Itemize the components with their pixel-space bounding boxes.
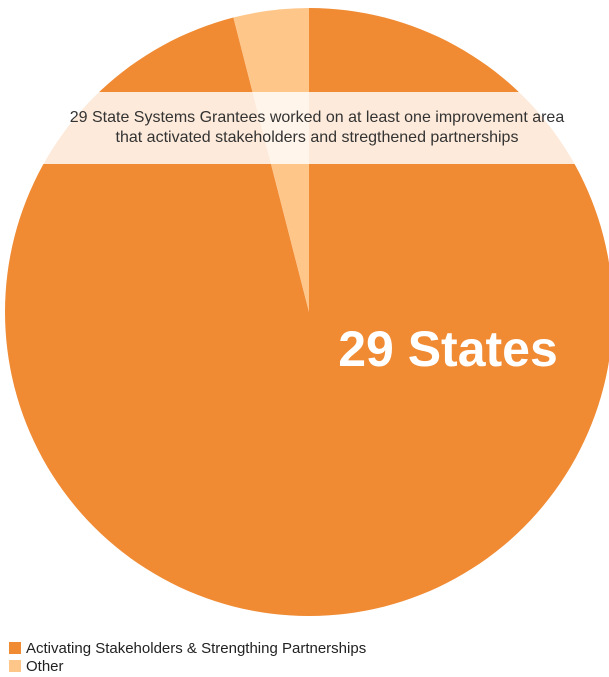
chart-annotation: 29 State Systems Grantees worked on at l… (37, 92, 597, 164)
annotation-line-2: that activated stakeholders and stregthe… (115, 129, 519, 146)
legend-swatch-other (9, 660, 21, 672)
legend-swatch-stakeholders (9, 642, 21, 654)
legend-label-other: Other (26, 657, 64, 675)
legend-item-other[interactable]: Other (9, 657, 366, 675)
legend: Activating Stakeholders & Strengthing Pa… (9, 639, 366, 675)
annotation-line-1: 29 State Systems Grantees worked on at l… (69, 109, 565, 126)
legend-item-stakeholders[interactable]: Activating Stakeholders & Strengthing Pa… (9, 639, 366, 657)
slice-label-main: 29 States (338, 321, 558, 377)
legend-label-stakeholders: Activating Stakeholders & Strengthing Pa… (26, 639, 367, 657)
